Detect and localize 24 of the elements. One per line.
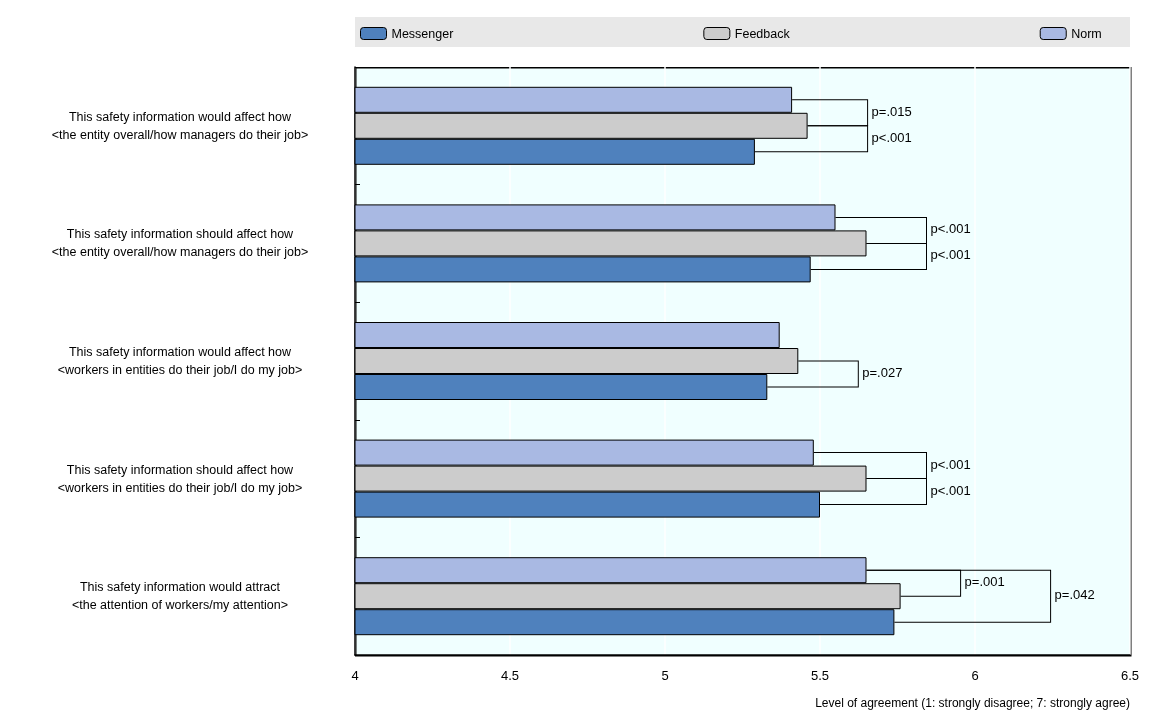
y-tick-label: This safety information should affect how <the entity overall/how managers do their job> — [51, 227, 309, 260]
annotation: p<.001 — [930, 456, 971, 472]
legend-label: Norm — [1071, 26, 1102, 41]
annotation: p=.001 — [964, 574, 1005, 590]
annotation: p<.001 — [930, 482, 971, 498]
x-tick-label: 4.5 — [500, 668, 520, 683]
legend-label: Messenger — [391, 26, 454, 41]
annotation: p=.015 — [871, 103, 912, 119]
x-axis-title: Level of agreement (1: strongly disagree; 7: strongly agree) — [815, 696, 1130, 710]
x-tick-label: 6.5 — [1120, 668, 1140, 683]
annotation: p<.001 — [871, 129, 912, 145]
x-tick-label: 6 — [971, 668, 979, 683]
x-tick-label: 5 — [661, 668, 669, 683]
y-tick-label: This safety information would affect how <the entity overall/how managers do their job> — [51, 109, 309, 142]
x-tick-label: 5.5 — [810, 668, 830, 683]
annotation: p=.042 — [1054, 587, 1095, 603]
legend-label: Feedback — [734, 26, 791, 41]
y-tick-label: This safety information should affect how <workers in entities do their job/I do my job> — [57, 462, 303, 495]
annotation: p=.027 — [862, 365, 903, 380]
annotation: p<.001 — [930, 221, 971, 237]
x-tick-label: 4 — [351, 668, 359, 683]
y-tick-label: This safety information would attract <the attention of workers/my attention> — [71, 580, 289, 613]
annotation: p<.001 — [930, 247, 971, 263]
y-tick-label: This safety information would affect how <workers in entities do their job/I do my job> — [57, 345, 303, 377]
